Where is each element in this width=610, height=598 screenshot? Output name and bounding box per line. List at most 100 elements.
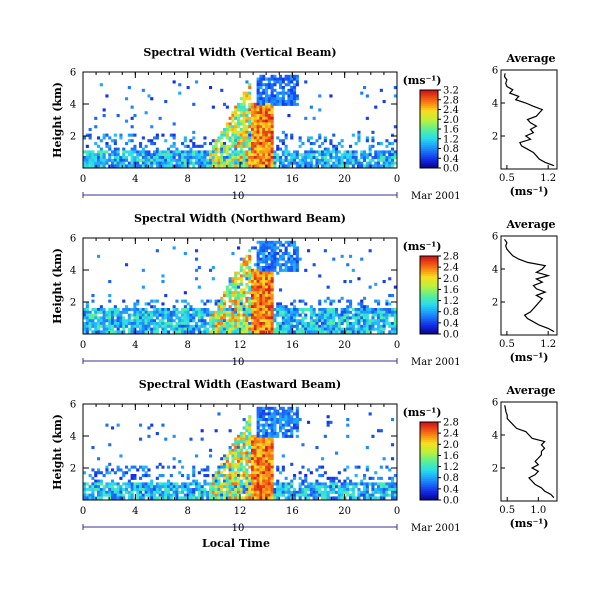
heatmap-cell [178, 330, 182, 334]
heatmap-cell [125, 156, 129, 160]
heatmap-cell [265, 94, 269, 98]
heatmap-cell [284, 482, 288, 486]
heatmap-cell [382, 485, 386, 489]
colorbar-segment [420, 320, 438, 323]
heatmap-cell [150, 125, 154, 129]
heatmap-cell [220, 305, 224, 309]
heatmap-cell [284, 74, 288, 78]
heatmap-cell [253, 122, 257, 126]
heatmap-cell [200, 468, 204, 472]
heatmap-cell [259, 418, 263, 422]
heatmap-cell [234, 133, 238, 137]
heatmap-cell [265, 119, 269, 123]
heatmap-cell [141, 468, 145, 472]
heatmap-cell [102, 150, 106, 154]
heatmap-cell [368, 493, 372, 497]
heatmap-cell [158, 156, 162, 160]
heatmap-cell [363, 86, 367, 90]
heatmap-cell [225, 158, 229, 162]
heatmap-cell [125, 119, 129, 123]
colorbar-frame [419, 255, 439, 335]
heatmap-cell [251, 493, 255, 497]
heatmap-cell [262, 83, 266, 87]
heatmap-cell [295, 322, 299, 326]
heatmap-cell [253, 493, 257, 497]
heatmap-cell [99, 324, 103, 328]
heatmap-cell [293, 243, 297, 247]
heatmap-cell [130, 116, 134, 120]
heatmap-cell [374, 161, 378, 165]
heatmap-cell [94, 327, 98, 331]
heatmap-cell [298, 482, 302, 486]
heatmap-cell [281, 465, 285, 469]
heatmap-cell [262, 319, 266, 323]
heatmap-cell [276, 409, 280, 413]
heatmap-cell [318, 144, 322, 148]
colorbar-segment [420, 291, 438, 294]
heatmap-cell [178, 91, 182, 95]
heatmap-cell [256, 277, 260, 281]
heatmap-cell [309, 310, 313, 314]
heatmap-cell [270, 139, 274, 143]
heatmap-cell [214, 156, 218, 160]
heatmap-cell [192, 496, 196, 500]
heatmap-cell [295, 77, 299, 81]
heatmap-cell [242, 291, 246, 295]
heatmap-cell [248, 310, 252, 314]
heatmap-cell [354, 161, 358, 165]
heatmap-cell [251, 105, 255, 109]
heatmap-cell [248, 313, 252, 317]
heatmap-cell [223, 485, 227, 489]
heatmap-cell [136, 161, 140, 165]
heatmap-cell [220, 144, 224, 148]
heatmap-cell [245, 156, 249, 160]
heatmap-cell [169, 161, 173, 165]
heatmap-cell [220, 482, 224, 486]
heatmap-cell [290, 133, 294, 137]
heatmap-cell [214, 474, 218, 478]
colorbar-segment [420, 496, 438, 499]
heatmap-cell [276, 493, 280, 497]
heatmap-cell [265, 100, 269, 104]
heatmap-cell [259, 282, 263, 286]
heatmap-cell [393, 327, 397, 331]
heatmap-cell [332, 147, 336, 151]
heatmap-cell [267, 271, 271, 275]
heatmap-cell [256, 319, 260, 323]
heatmap-cell [223, 482, 227, 486]
heatmap-cell [391, 158, 395, 162]
colorbar-segment [420, 476, 438, 480]
heatmap-cell [220, 156, 224, 160]
heatmap-cell [237, 299, 241, 303]
heatmap-cell [127, 468, 131, 472]
heatmap-cell [273, 97, 277, 101]
heatmap-cell [262, 249, 266, 253]
heatmap-cell [116, 150, 120, 154]
heatmap-cell [164, 437, 168, 441]
heatmap-cell [175, 482, 179, 486]
heatmap-cell [284, 434, 288, 438]
heatmap-cell [239, 158, 243, 162]
heatmap-cell [175, 488, 179, 492]
heatmap-cell [265, 476, 269, 480]
heatmap-cell [293, 420, 297, 424]
heatmap-cell [113, 471, 117, 475]
heatmap-cell [374, 322, 378, 326]
heatmap-cell [242, 260, 246, 264]
heatmap-cell [130, 139, 134, 143]
heatmap-cell [287, 80, 291, 84]
heatmap-cell [189, 490, 193, 494]
heatmap-cell [88, 474, 92, 478]
heatmap-cell [83, 493, 87, 497]
colorbar-segment [420, 484, 438, 487]
x-tick-label: 16 [286, 174, 299, 185]
colorbar-segment [420, 146, 438, 149]
heatmap-cell [315, 156, 319, 160]
heatmap-cell [329, 313, 333, 317]
heatmap-cell [307, 488, 311, 492]
heatmap-cell [276, 80, 280, 84]
heatmap-cell [253, 485, 257, 489]
heatmap-cell [248, 122, 252, 126]
heatmap-cell [133, 465, 137, 469]
heatmap-cell [354, 158, 358, 162]
